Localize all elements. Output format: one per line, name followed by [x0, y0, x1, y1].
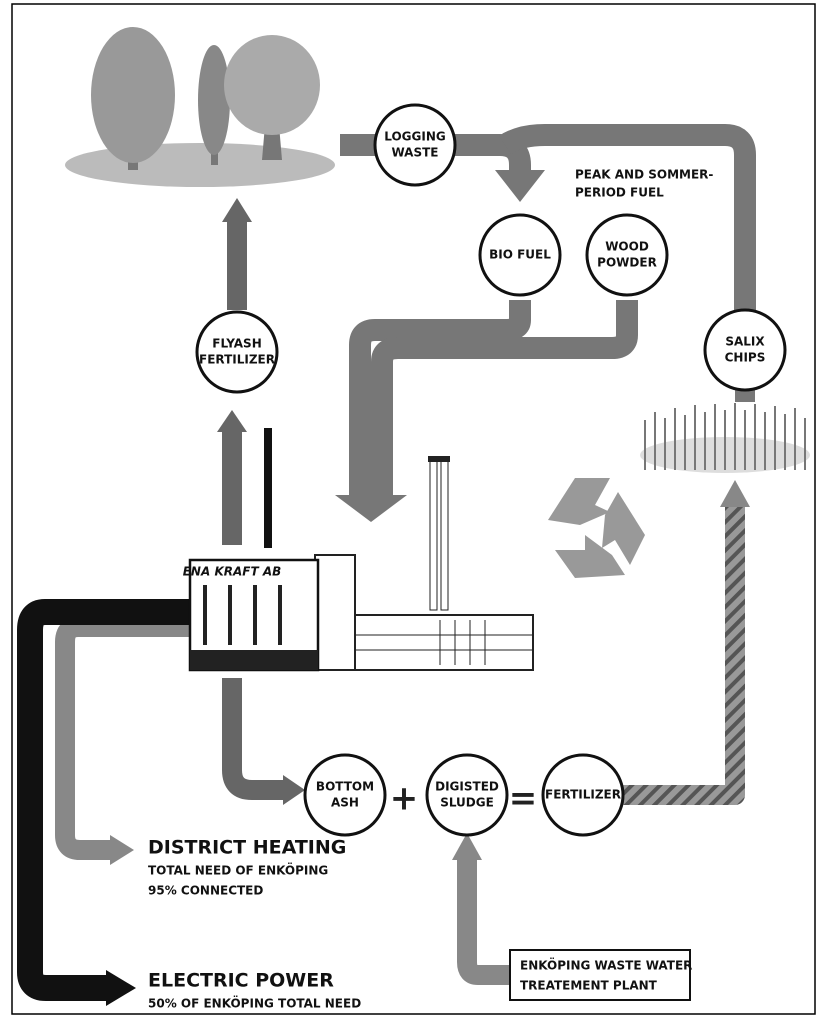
node-label: FLYASH — [212, 337, 262, 351]
waste-water-label: ENKÖPING WASTE WATER — [520, 958, 692, 973]
node-label: SALIX — [725, 335, 765, 349]
operator: = — [509, 779, 538, 819]
frame — [11, 3, 816, 1015]
node-label: WOOD — [605, 240, 649, 254]
node-circles — [195, 103, 787, 837]
node-label: ASH — [331, 796, 359, 810]
operator: + — [390, 779, 419, 819]
trees — [65, 27, 335, 187]
arrowheads — [106, 170, 750, 1006]
plant-label: ENA KRAFT AB — [183, 565, 282, 579]
node-label: CHIPS — [725, 351, 766, 365]
output-title: ELECTRIC POWER — [148, 970, 334, 992]
waste-water-label: TREATEMENT PLANT — [520, 979, 658, 993]
node-label: LOGGING — [384, 130, 445, 144]
output-detail: 50% OF ENKÖPING TOTAL NEED — [148, 996, 361, 1011]
output-detail: 95% CONNECTED — [148, 884, 263, 898]
flows — [17, 124, 756, 1001]
output-detail: TOTAL NEED OF ENKÖPING — [148, 863, 328, 878]
node-label: DIGISTED — [435, 780, 499, 794]
output-title: DISTRICT HEATING — [148, 837, 346, 859]
power-plant: ENA KRAFT AB — [183, 428, 534, 672]
note: PERIOD FUEL — [575, 186, 664, 200]
node-label: BIO FUEL — [489, 248, 551, 262]
node-label: WASTE — [391, 146, 438, 160]
waste-water-box — [509, 949, 691, 1001]
salix-field — [640, 403, 810, 473]
note: PEAK AND SOMMER- — [575, 168, 713, 182]
node-label: SLUDGE — [440, 796, 494, 810]
node-label: FERTILIZER — [545, 788, 621, 802]
node-label: FERTILIZER — [199, 353, 275, 367]
recycle-symbol — [548, 478, 645, 578]
node-label: BOTTOM — [316, 780, 374, 794]
node-label: POWDER — [597, 256, 657, 270]
